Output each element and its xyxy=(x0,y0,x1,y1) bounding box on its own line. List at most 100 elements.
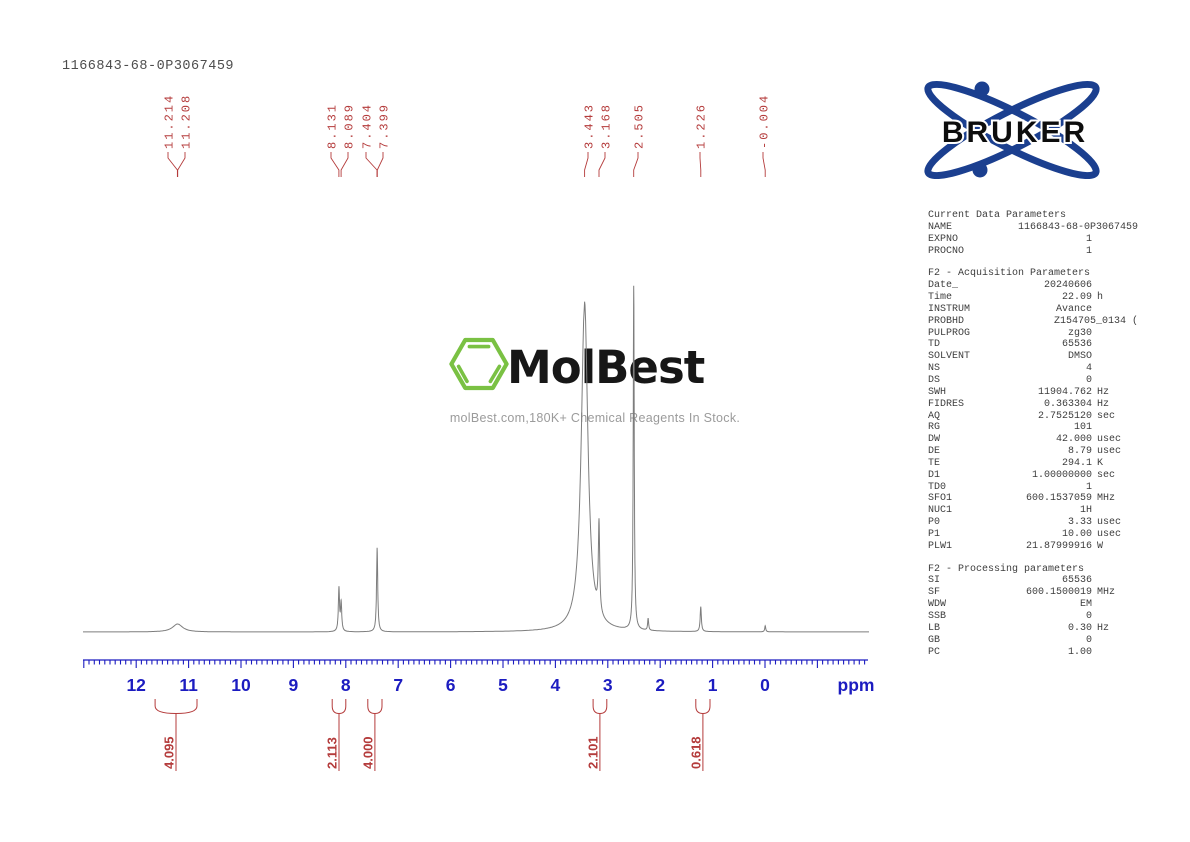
param-value: zg30 xyxy=(1067,327,1092,339)
param-value: 22.09 xyxy=(1061,292,1092,304)
param-value: Z154705_0134 ( xyxy=(1053,315,1138,327)
param-row: Date_ 20240606 xyxy=(928,280,1189,292)
param-value: 1 xyxy=(1085,233,1092,245)
param-value: 1.00 xyxy=(1067,646,1092,658)
param-row: NUC1 1H xyxy=(928,505,1189,517)
param-label: SFO1 xyxy=(928,493,953,505)
param-label: PROCNO xyxy=(928,245,965,257)
x-axis-tick-label: 6 xyxy=(446,675,456,695)
param-unit: MHz xyxy=(1097,493,1116,505)
param-unit: h xyxy=(1097,292,1104,304)
integral-value: 2.101 xyxy=(585,736,600,769)
x-axis-unit-label: ppm xyxy=(838,675,875,695)
param-value: 42.000 xyxy=(1055,434,1092,446)
peak-shift-label: 8.089 xyxy=(343,103,357,149)
param-row: RG 101 xyxy=(928,422,1189,434)
param-label: SSB xyxy=(928,611,947,622)
param-unit: usec xyxy=(1097,528,1122,540)
param-label: PROBHD xyxy=(928,315,965,327)
parameters-panel: Current Data Parameters NAME 1166843-68-0P… xyxy=(928,210,1189,669)
peak-label-connector xyxy=(177,152,186,177)
param-block: Current Data Parameters NAME 1166843-68-0P… xyxy=(928,210,1189,257)
bruker-wordmark: BRUKER xyxy=(942,116,1088,149)
peak-shift-label: -0.004 xyxy=(758,94,772,149)
param-value: 65536 xyxy=(1061,575,1092,587)
bruker-dot-icon xyxy=(974,81,990,97)
x-axis-tick-label: 3 xyxy=(603,675,613,695)
peak-label-connector xyxy=(167,152,178,177)
param-row: EXPNO 1 xyxy=(928,234,1189,246)
param-unit: W xyxy=(1097,540,1104,552)
x-axis-tick-label: 5 xyxy=(498,675,508,695)
param-value: 0 xyxy=(1085,634,1092,646)
param-label: FIDRES xyxy=(928,398,965,410)
molbest-tagline: molBest.com,180K+ Chemical Reagents In S… xyxy=(449,411,741,425)
param-unit xyxy=(1092,482,1143,494)
param-value: 600.1500019 xyxy=(1025,587,1092,599)
molbest-hexagon-icon xyxy=(449,337,509,391)
param-block: F2 - Processing parameters SI 65536 SF 600.1… xyxy=(928,564,1189,659)
param-unit xyxy=(1092,611,1143,623)
x-axis-tick-label: 12 xyxy=(126,675,146,695)
param-row: FIDRES 0.363304 Hz xyxy=(928,399,1189,411)
param-unit xyxy=(1138,316,1189,328)
param-label: PC xyxy=(928,646,941,658)
integral-value: 4.095 xyxy=(162,736,177,769)
param-block: F2 - Acquisition Parameters Date_ 20240606… xyxy=(928,268,1189,552)
x-axis-tick-label: 1 xyxy=(708,675,718,695)
peak-label-connector xyxy=(699,152,702,177)
param-label: P1 xyxy=(928,528,941,540)
param-label: LB xyxy=(928,622,941,634)
param-value: EM xyxy=(1079,599,1092,611)
param-unit: sec xyxy=(1097,410,1116,422)
x-axis-tick-label: 11 xyxy=(179,675,198,695)
param-label: NAME xyxy=(928,221,953,233)
param-label: SI xyxy=(928,575,941,587)
x-axis-tick-label: 4 xyxy=(551,675,561,695)
param-label: NS xyxy=(928,363,941,375)
peak-shift-label: 1.226 xyxy=(695,103,709,149)
peak-label-connector xyxy=(762,152,766,177)
param-value: 1H xyxy=(1079,505,1092,517)
param-block-header: Current Data Parameters xyxy=(928,210,1067,221)
param-row: TD0 1 xyxy=(928,482,1189,494)
peak-label-connector xyxy=(598,152,606,177)
param-value: 1 xyxy=(1085,481,1092,493)
param-value: 4 xyxy=(1085,363,1092,375)
param-unit: Hz xyxy=(1097,622,1110,634)
param-label: D1 xyxy=(928,469,941,481)
param-row: PC 1.00 xyxy=(928,647,1189,659)
molbest-brand: MolBest xyxy=(507,341,705,394)
param-row: LB 0.30 Hz xyxy=(928,623,1189,635)
peak-label-connector xyxy=(633,152,639,177)
peak-shift-label: 3.443 xyxy=(583,103,597,149)
param-label: PLW1 xyxy=(928,540,953,552)
param-value: 20240606 xyxy=(1043,280,1092,292)
param-label: INSTRUM xyxy=(928,303,971,315)
param-value: 10.00 xyxy=(1061,528,1092,540)
param-unit: sec xyxy=(1097,469,1116,481)
param-row: PLW1 21.87999916 W xyxy=(928,541,1189,553)
param-row: PROCNO 1 xyxy=(928,246,1189,258)
param-label: TE xyxy=(928,457,941,469)
param-unit xyxy=(1138,222,1189,234)
peak-shift-label: 11.208 xyxy=(180,94,194,149)
spectrum-trace xyxy=(83,285,869,633)
param-value: Avance xyxy=(1055,303,1092,315)
param-unit xyxy=(1092,635,1143,647)
param-value: 0.30 xyxy=(1067,622,1092,634)
param-unit: Hz xyxy=(1097,398,1110,410)
peak-shift-label: 8.131 xyxy=(326,103,340,149)
param-row: Time 22.09 h xyxy=(928,292,1189,304)
param-unit xyxy=(1092,363,1143,375)
param-value: 2.7525120 xyxy=(1037,410,1092,422)
param-label: PULPROG xyxy=(928,327,971,339)
param-unit: K xyxy=(1097,457,1104,469)
param-label: NUC1 xyxy=(928,505,953,517)
peak-shift-label: 7.399 xyxy=(378,103,392,149)
param-row: PULPROG zg30 xyxy=(928,328,1189,340)
integral-bracket xyxy=(695,699,711,771)
peak-label-connector xyxy=(584,152,589,177)
param-unit xyxy=(1092,304,1143,316)
integral-value: 0.618 xyxy=(688,736,703,769)
